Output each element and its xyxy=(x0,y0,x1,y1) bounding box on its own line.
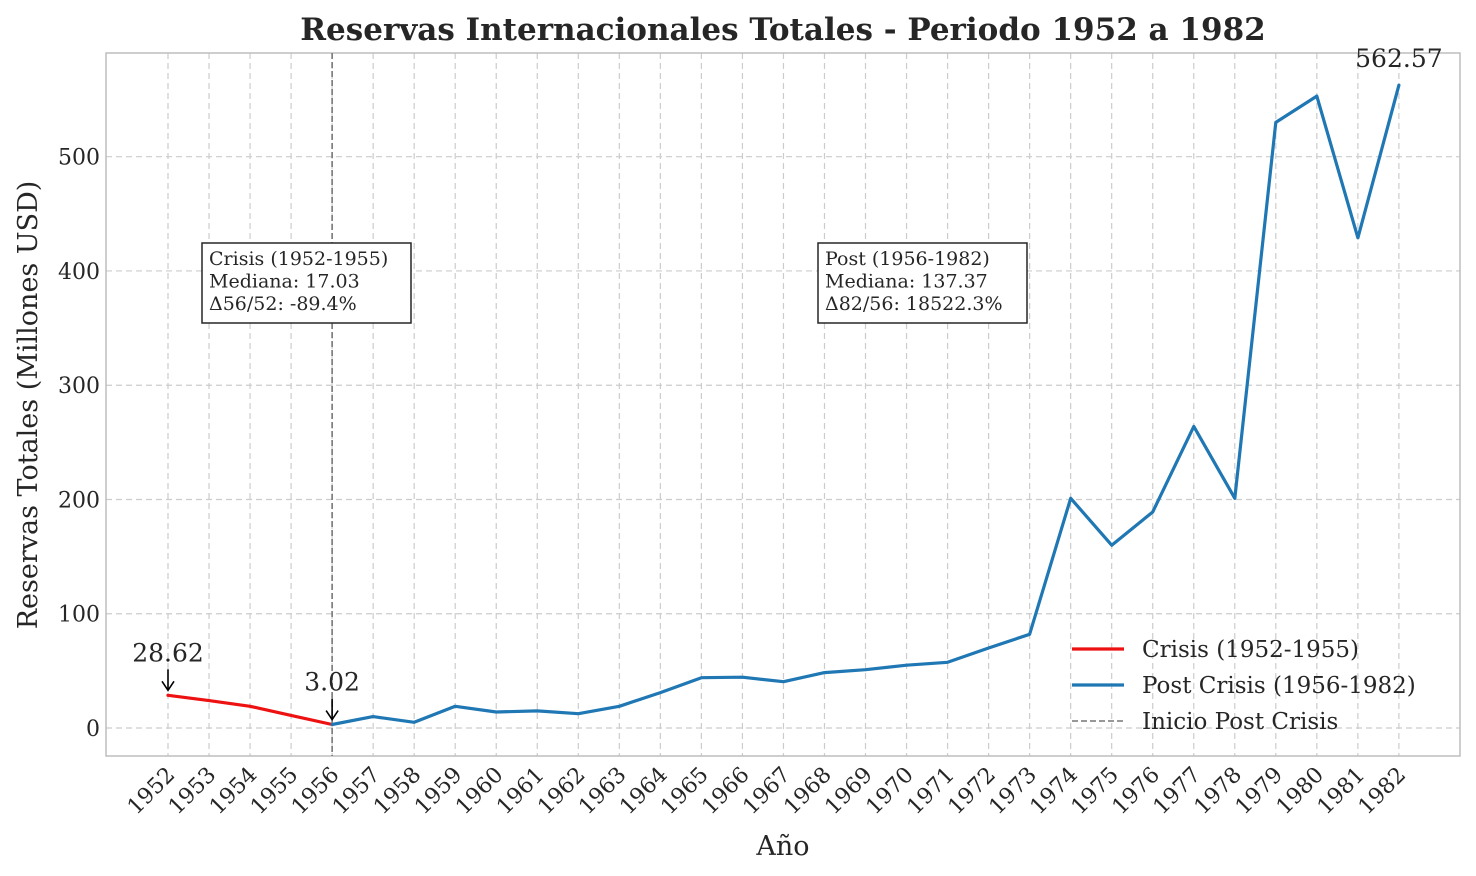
chart-title: Reservas Internacionales Totales - Perio… xyxy=(300,12,1265,48)
y-tick-label-400: 400 xyxy=(58,260,100,285)
x-tick-label-1960: 1960 xyxy=(451,763,508,820)
info-boxes: Crisis (1952-1955)Mediana: 17.03Δ56/52: … xyxy=(201,242,1028,324)
info-box-line: Δ56/52: -89.4% xyxy=(209,293,357,315)
x-tick-label-1976: 1976 xyxy=(1108,763,1165,820)
x-tick-label-1956: 1956 xyxy=(287,763,344,820)
y-axis-ticks: 0 100 200 300 400 500 xyxy=(58,146,100,742)
x-tick-label-1981: 1981 xyxy=(1313,763,1370,820)
x-tick-label-1975: 1975 xyxy=(1067,763,1124,820)
x-tick-label-1973: 1973 xyxy=(985,763,1042,820)
x-tick-label-1955: 1955 xyxy=(246,763,303,820)
info-box-crisis xyxy=(201,242,412,324)
legend-label-0: Crisis (1952-1955) xyxy=(1142,637,1359,663)
x-tick-label-1957: 1957 xyxy=(328,763,385,820)
x-tick-label-1967: 1967 xyxy=(738,763,795,820)
y-axis-label: Reservas Totales (Millones USD) xyxy=(13,181,44,630)
y-tick-label-200: 200 xyxy=(58,488,100,513)
x-tick-label-1964: 1964 xyxy=(615,763,672,820)
x-tick-label-1971: 1971 xyxy=(903,763,960,820)
annotations: 28.62 3.02 562.57 xyxy=(132,44,1443,721)
annotation-arrowhead-3.02 xyxy=(325,710,339,721)
x-tick-label-1959: 1959 xyxy=(410,763,467,820)
annotation-arrowhead-28.62 xyxy=(161,680,175,692)
info-box-line: Mediana: 137.37 xyxy=(825,271,988,293)
legend-label-1: Post Crisis (1956-1982) xyxy=(1142,673,1416,699)
series xyxy=(166,83,1401,727)
x-tick-label-1963: 1963 xyxy=(574,763,631,820)
y-tick-label-0: 0 xyxy=(86,717,100,742)
x-tick-label-1958: 1958 xyxy=(369,763,426,820)
x-tick-label-1980: 1980 xyxy=(1272,763,1329,820)
x-tick-label-1953: 1953 xyxy=(164,763,221,820)
x-axis-ticks: 1952195319541955195619571958195919601961… xyxy=(123,763,1411,820)
info-box-post xyxy=(817,242,1028,324)
annotation-label-3.02: 3.02 xyxy=(304,668,360,697)
x-tick-label-1982: 1982 xyxy=(1354,763,1411,820)
x-tick-label-1968: 1968 xyxy=(779,763,836,820)
info-box-line: Mediana: 17.03 xyxy=(209,271,360,293)
x-axis-label: Año xyxy=(755,831,809,862)
x-tick-label-1966: 1966 xyxy=(697,763,754,820)
x-tick-label-1974: 1974 xyxy=(1026,763,1083,820)
annotation-label-562.57: 562.57 xyxy=(1355,44,1442,73)
y-tick-label-500: 500 xyxy=(58,146,100,171)
x-tick-label-1969: 1969 xyxy=(820,763,877,820)
series-line-post-crisis xyxy=(330,83,1401,727)
x-tick-label-1961: 1961 xyxy=(492,763,549,820)
plot-frame xyxy=(105,52,1461,757)
x-tick-label-1977: 1977 xyxy=(1149,763,1206,820)
x-tick-label-1965: 1965 xyxy=(656,763,713,820)
x-tick-label-1962: 1962 xyxy=(533,763,590,820)
x-tick-label-1970: 1970 xyxy=(862,763,919,820)
legend-label-2: Inicio Post Crisis xyxy=(1142,709,1338,735)
x-tick-label-1952: 1952 xyxy=(123,763,180,820)
info-box-line: Crisis (1952-1955) xyxy=(209,248,388,270)
y-tick-label-300: 300 xyxy=(58,374,100,399)
info-box-line: Δ82/56: 18522.3% xyxy=(825,293,1003,315)
y-tick-label-100: 100 xyxy=(58,603,100,628)
series-line-crisis xyxy=(166,693,334,727)
x-tick-label-1954: 1954 xyxy=(205,763,262,820)
legend: Crisis (1952-1955) Post Crisis (1956-1982… xyxy=(1072,637,1416,735)
annotation-label-28.62: 28.62 xyxy=(132,638,204,667)
x-tick-label-1978: 1978 xyxy=(1190,763,1247,820)
x-tick-label-1972: 1972 xyxy=(944,763,1001,820)
x-tick-label-1979: 1979 xyxy=(1231,763,1288,820)
info-box-line: Post (1956-1982) xyxy=(825,248,990,270)
